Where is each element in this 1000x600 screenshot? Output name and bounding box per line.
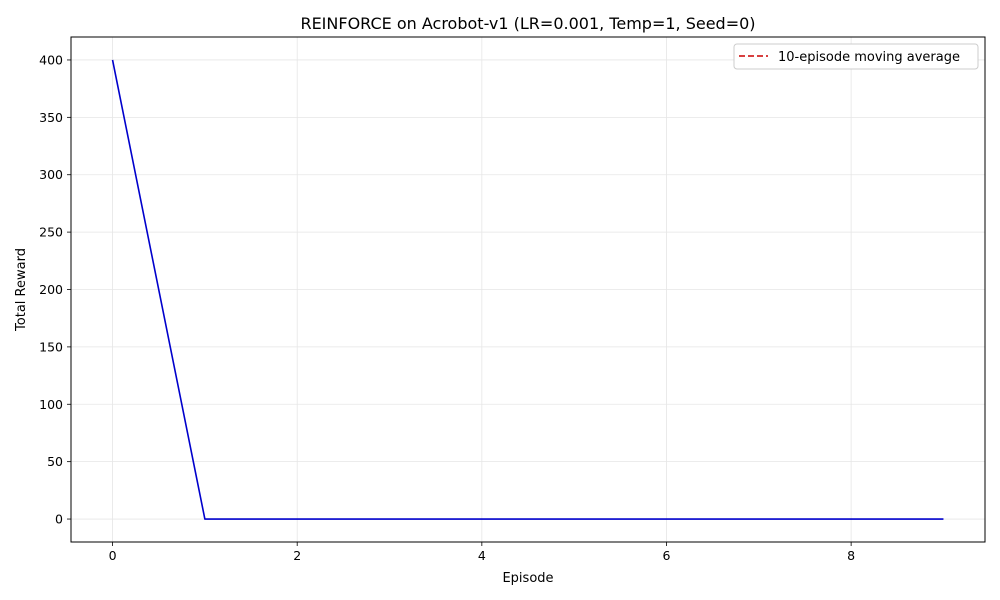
- x-axis-label: Episode: [502, 571, 553, 586]
- y-axis-label: Total Reward: [14, 248, 29, 332]
- legend-box: [733, 43, 979, 70]
- chart-title: REINFORCE on Acrobot-v1 (LR=0.001, Temp=…: [300, 14, 755, 33]
- y-tick-label: 400: [39, 52, 63, 67]
- plot-lines: [111, 59, 944, 520]
- legend-label-moving-average: 10-episode moving average: [778, 50, 960, 65]
- y-tick-label: 300: [39, 167, 63, 182]
- reward-line: [111, 59, 944, 520]
- y-tick-label: 100: [39, 397, 63, 412]
- x-tick-label: 8: [847, 548, 855, 563]
- x-axis-ticks: 0 2 4 6 8: [109, 542, 855, 563]
- y-tick-label: 50: [47, 454, 63, 469]
- y-tick-label: 0: [55, 512, 63, 527]
- y-tick-label: 200: [39, 282, 63, 297]
- y-axis-ticks: 0 50 100 150 200 250 300 350 400: [39, 52, 71, 527]
- x-tick-label: 4: [478, 548, 486, 563]
- x-tick-label: 0: [109, 548, 117, 563]
- y-tick-label: 350: [39, 110, 63, 125]
- legend: 10-episode moving average: [733, 43, 979, 70]
- y-tick-label: 150: [39, 339, 63, 354]
- x-tick-label: 2: [293, 548, 301, 563]
- y-tick-label: 250: [39, 225, 63, 240]
- x-tick-label: 6: [663, 548, 671, 563]
